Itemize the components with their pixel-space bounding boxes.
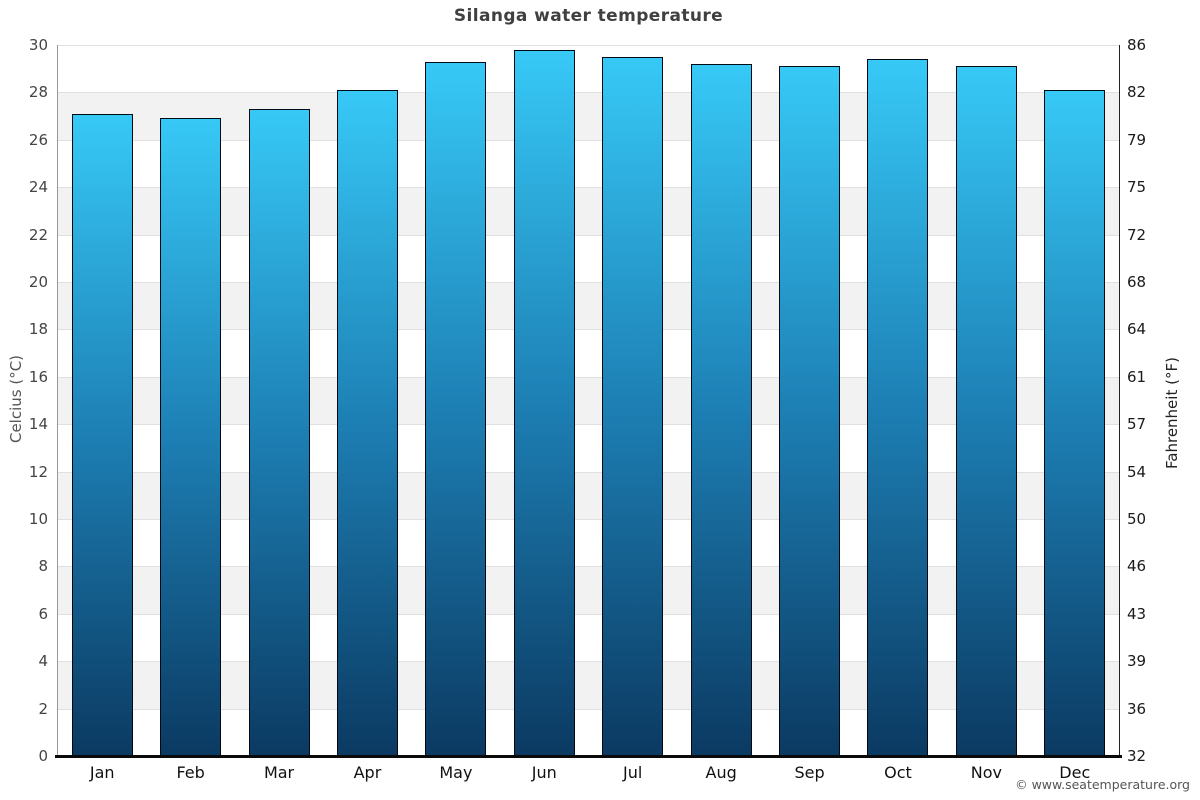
celsius-tick-8: 8	[38, 557, 48, 576]
chart-title: Silanga water temperature	[453, 6, 724, 26]
fahrenheit-tick-36: 36	[1127, 699, 1147, 718]
celsius-tick-30: 30	[28, 36, 48, 54]
bar-mar	[248, 108, 310, 756]
bar-dec	[1044, 90, 1106, 756]
fahrenheit-tick-57: 57	[1127, 415, 1147, 434]
gridline	[58, 471, 1119, 473]
bar-jun	[513, 49, 575, 756]
celsius-tick-2: 2	[38, 699, 48, 718]
fahrenheit-tick-54: 54	[1127, 462, 1147, 481]
month-label-jun: Jun	[531, 763, 557, 782]
fahrenheit-tick-79: 79	[1127, 130, 1147, 149]
fahrenheit-tick-32: 32	[1127, 747, 1147, 765]
celsius-tick-4: 4	[38, 652, 48, 671]
celsius-tick-6: 6	[38, 604, 48, 623]
month-label-feb: Feb	[176, 763, 205, 782]
grid-band	[58, 566, 1119, 614]
fahrenheit-tick-75: 75	[1127, 178, 1147, 197]
gridline	[58, 519, 1119, 520]
gridline	[58, 139, 1119, 141]
gridline	[58, 282, 1119, 283]
month-label-may: May	[439, 763, 473, 782]
fahrenheit-tick-61: 61	[1127, 367, 1147, 386]
celsius-tick-26: 26	[28, 130, 48, 149]
celsius-tick-0: 0	[38, 747, 48, 765]
month-label-dec: Dec	[1059, 763, 1091, 782]
celsius-tick-22: 22	[28, 225, 48, 244]
month-label-aug: Aug	[705, 763, 737, 782]
bar-feb	[160, 118, 222, 756]
gridline	[58, 376, 1119, 378]
grid-band	[58, 471, 1119, 519]
bar-jul	[602, 56, 664, 756]
grid-band	[58, 187, 1119, 235]
plot-area	[58, 45, 1119, 756]
month-label-mar: Mar	[263, 763, 295, 782]
fahrenheit-tick-82: 82	[1127, 83, 1147, 102]
gridline	[58, 566, 1119, 568]
celsius-tick-20: 20	[28, 273, 48, 291]
month-label-sep: Sep	[794, 763, 825, 782]
x-axis-line	[55, 754, 1122, 758]
fahrenheit-tick-64: 64	[1127, 320, 1147, 339]
month-label-jan: Jan	[89, 763, 115, 782]
fahrenheit-tick-39: 39	[1127, 652, 1147, 671]
grid-band	[58, 661, 1119, 709]
month-label-apr: Apr	[353, 763, 382, 782]
copyright: © www.seatemperature.org	[1015, 777, 1190, 792]
gridline	[58, 708, 1119, 710]
gridline	[58, 329, 1119, 331]
bar-nov	[955, 66, 1017, 756]
fahrenheit-axis-line	[1118, 45, 1120, 756]
bar-oct	[867, 59, 929, 756]
bar-aug	[690, 63, 752, 756]
bar-apr	[336, 90, 398, 756]
month-label-oct: Oct	[884, 763, 912, 782]
grid-band	[58, 92, 1119, 140]
celsius-tick-24: 24	[28, 178, 48, 197]
celsius-tick-18: 18	[28, 320, 48, 339]
celsius-axis-line	[57, 45, 58, 756]
celsius-tick-12: 12	[28, 462, 48, 481]
fahrenheit-tick-68: 68	[1127, 273, 1147, 291]
fahrenheit-axis-title: Fahrenheit (°F)	[1163, 357, 1181, 469]
celsius-tick-16: 16	[28, 367, 48, 386]
month-label-jul: Jul	[623, 763, 643, 782]
fahrenheit-tick-50: 50	[1127, 510, 1147, 528]
bar-jan	[71, 113, 133, 756]
gridline	[58, 661, 1119, 663]
gridline	[58, 424, 1119, 426]
grid-band	[58, 282, 1119, 330]
bar-sep	[779, 66, 841, 756]
bar-may	[425, 61, 487, 756]
fahrenheit-tick-72: 72	[1127, 225, 1147, 244]
celsius-tick-10: 10	[28, 510, 48, 528]
gridline	[58, 45, 1119, 46]
gridline	[58, 234, 1119, 236]
gridline	[58, 92, 1119, 94]
gridline	[58, 187, 1119, 189]
fahrenheit-tick-86: 86	[1127, 36, 1147, 54]
gridline	[58, 613, 1119, 615]
month-label-nov: Nov	[970, 763, 1002, 782]
fahrenheit-tick-46: 46	[1127, 557, 1147, 576]
celsius-tick-14: 14	[28, 415, 48, 434]
grid-band	[58, 376, 1119, 425]
fahrenheit-tick-43: 43	[1127, 604, 1147, 623]
celsius-tick-28: 28	[28, 83, 48, 102]
